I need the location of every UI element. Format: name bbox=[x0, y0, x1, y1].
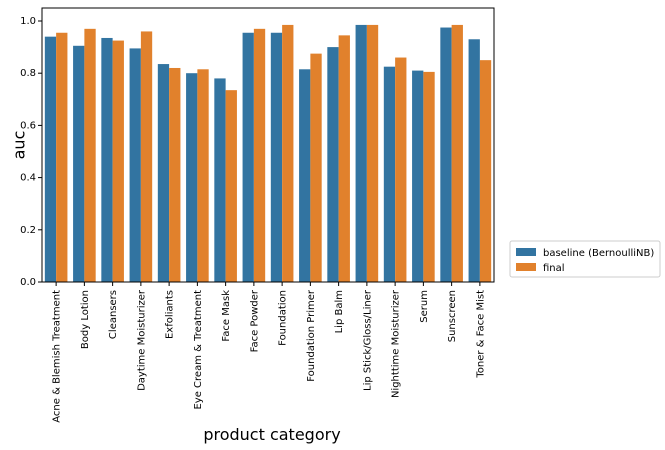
x-tick-label: Face Mask bbox=[221, 290, 232, 342]
bar-final-0 bbox=[56, 32, 68, 282]
bar-baseline-11 bbox=[355, 24, 367, 282]
bar-final-7 bbox=[253, 28, 266, 282]
y-tick-label: 0.4 bbox=[20, 173, 36, 184]
y-tick-label: 0.2 bbox=[20, 225, 36, 236]
bar-baseline-8 bbox=[270, 32, 283, 282]
bar-baseline-13 bbox=[412, 70, 424, 282]
x-tick-label: Lip Stick/Gloss/Liner bbox=[362, 289, 373, 391]
x-tick-label: Lip Balm bbox=[334, 290, 345, 333]
y-axis-label: auc bbox=[10, 131, 29, 160]
bar-final-2 bbox=[112, 40, 124, 282]
bar-baseline-9 bbox=[299, 69, 311, 282]
bar-baseline-15 bbox=[468, 39, 480, 282]
x-tick-label: Daytime Moisturizer bbox=[136, 289, 147, 391]
bar-final-3 bbox=[140, 31, 153, 282]
x-tick-label: Body Lotion bbox=[80, 290, 91, 349]
y-tick-label: 0.0 bbox=[20, 277, 36, 288]
bar-baseline-0 bbox=[44, 36, 57, 282]
bar-final-5 bbox=[197, 69, 209, 282]
x-tick-label: Nighttime Moisturizer bbox=[391, 289, 402, 398]
bar-baseline-12 bbox=[383, 66, 396, 283]
bars-group bbox=[44, 24, 492, 283]
legend-label-final: final bbox=[543, 263, 565, 274]
x-axis: Acne & Blemish Treatment Body Lotion Clean… bbox=[52, 282, 486, 423]
bar-baseline-7 bbox=[242, 32, 254, 282]
bar-final-10 bbox=[338, 35, 350, 282]
plot-frame bbox=[41, 7, 495, 283]
y-tick-label: 0.6 bbox=[20, 120, 36, 131]
x-tick-label: Exfoliants bbox=[165, 290, 176, 339]
x-tick-label: Cleansers bbox=[108, 290, 119, 339]
bar-final-9 bbox=[310, 53, 322, 283]
legend-swatch-final bbox=[516, 263, 536, 271]
bar-final-15 bbox=[479, 60, 492, 283]
bar-final-6 bbox=[225, 90, 237, 282]
bar-final-13 bbox=[423, 71, 435, 282]
bar-baseline-6 bbox=[214, 78, 226, 282]
bar-baseline-3 bbox=[129, 48, 141, 282]
bar-baseline-2 bbox=[101, 37, 113, 283]
x-tick-label: Serum bbox=[419, 290, 430, 323]
legend-box bbox=[509, 240, 661, 278]
y-tick-label: 0.8 bbox=[20, 68, 36, 79]
bar-baseline-10 bbox=[327, 47, 339, 282]
bar-final-4 bbox=[169, 67, 181, 282]
x-tick-label: Foundation bbox=[278, 290, 289, 346]
x-tick-label: Foundation Primer bbox=[306, 289, 317, 382]
legend-label-baseline: baseline (BernoulliNB) bbox=[543, 248, 654, 259]
x-axis-label: product category bbox=[203, 425, 340, 444]
bar-baseline-5 bbox=[186, 73, 198, 282]
x-tick-label: Toner & Face Mist bbox=[475, 290, 486, 379]
x-tick-label: Acne & Blemish Treatment bbox=[52, 290, 63, 423]
bar-baseline-4 bbox=[157, 64, 170, 282]
bar-baseline-1 bbox=[73, 45, 85, 282]
bar-final-14 bbox=[451, 24, 463, 282]
legend-swatch-baseline bbox=[516, 248, 536, 256]
bar-final-1 bbox=[84, 28, 96, 282]
bar-final-11 bbox=[366, 24, 379, 282]
bar-baseline-14 bbox=[440, 27, 452, 283]
x-tick-label: Sunscreen bbox=[447, 290, 458, 342]
y-tick-label: 1.0 bbox=[20, 16, 36, 27]
x-tick-label: Eye Cream & Treatment bbox=[193, 290, 204, 410]
x-tick-label: Face Powder bbox=[249, 289, 260, 352]
bar-final-8 bbox=[282, 24, 294, 282]
y-axis: 0.0 0.2 0.4 0.6 0.8 1.0 bbox=[20, 16, 42, 288]
bar-final-12 bbox=[395, 57, 407, 282]
legend: baseline (BernoulliNB) final bbox=[509, 240, 661, 278]
